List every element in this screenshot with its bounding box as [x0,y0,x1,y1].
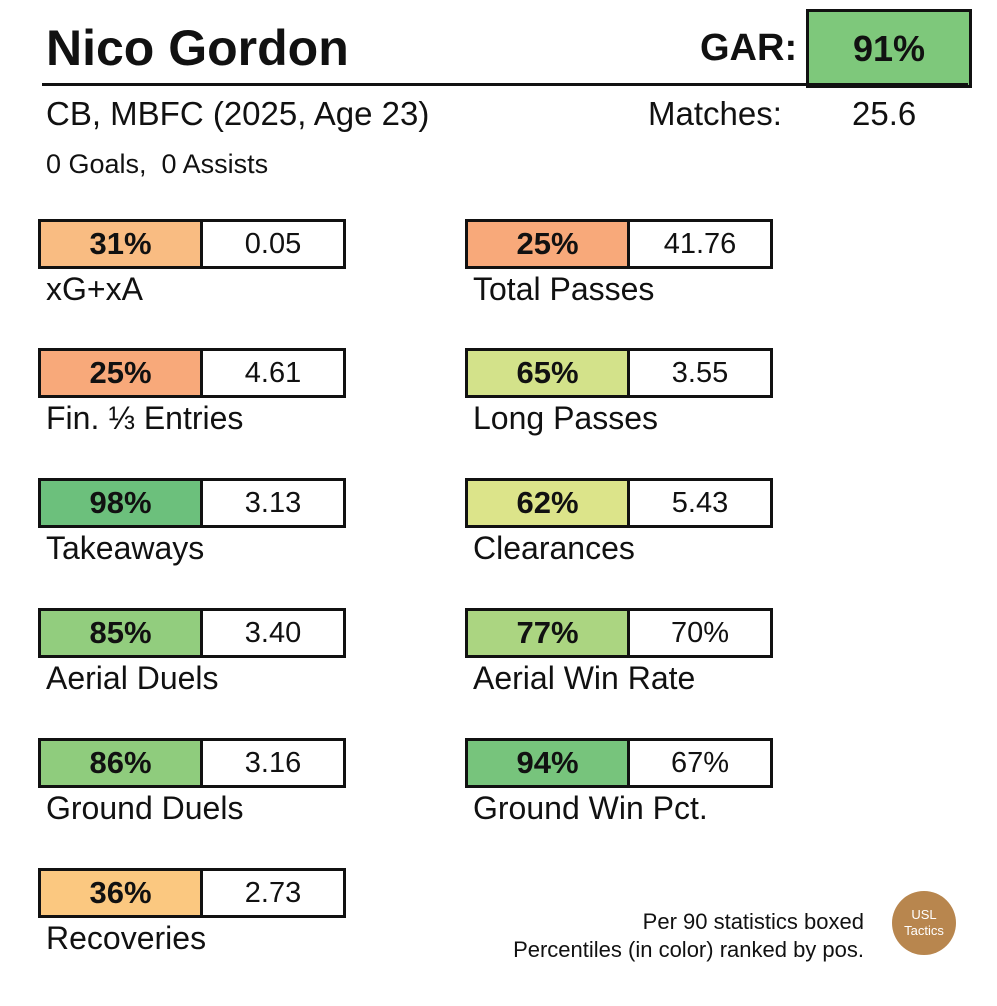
stat-per90-value: 3.55 [630,351,770,395]
footnote-percentiles: Percentiles (in color) ranked by pos. [513,937,864,962]
stat-card: 85% 3.40 Aerial Duels [38,608,378,708]
stat-card: 62% 5.43 Clearances [465,478,805,578]
stat-label: Aerial Duels [46,660,219,696]
stat-percentile: 31% [41,222,203,266]
stat-per90-value: 67% [630,741,770,785]
stat-card: 86% 3.16 Ground Duels [38,738,378,838]
stat-card: 77% 70% Aerial Win Rate [465,608,805,708]
matches-value: 25.6 [852,95,917,132]
stat-card: 31% 0.05 xG+xA [38,219,378,319]
stat-per90-value: 0.05 [203,222,343,266]
stat-per90-value: 3.40 [203,611,343,655]
stat-percentile: 86% [41,741,203,785]
stat-percentile: 62% [468,481,630,525]
stat-box: 86% 3.16 [38,738,346,788]
stat-card: 25% 4.61 Fin. ⅓ Entries [38,348,378,448]
gar-label: GAR: [700,27,798,69]
stat-per90-value: 2.73 [203,871,343,915]
stat-label: Ground Duels [46,790,244,826]
stat-label: Ground Win Pct. [473,790,708,826]
stat-percentile: 77% [468,611,630,655]
stat-per90-value: 3.16 [203,741,343,785]
stat-percentile: 25% [468,222,630,266]
header-divider [42,83,968,86]
stat-card: 36% 2.73 Recoveries [38,868,378,968]
goals-assists: 0 Goals, 0 Assists [46,149,269,179]
stat-per90-value: 70% [630,611,770,655]
stat-per90-value: 3.13 [203,481,343,525]
stat-box: 98% 3.13 [38,478,346,528]
stat-label: Takeaways [46,530,205,566]
stat-box: 85% 3.40 [38,608,346,658]
stat-label: Aerial Win Rate [473,660,696,696]
stat-label: Recoveries [46,920,207,956]
stat-per90-value: 4.61 [203,351,343,395]
stat-label: Clearances [473,530,635,566]
stat-box: 25% 41.76 [465,219,773,269]
stat-percentile: 65% [468,351,630,395]
stat-card: 65% 3.55 Long Passes [465,348,805,448]
player-subtitle: CB, MBFC (2025, Age 23) [46,95,430,132]
stat-card: 94% 67% Ground Win Pct. [465,738,805,838]
stat-box: 62% 5.43 [465,478,773,528]
stat-percentile: 36% [41,871,203,915]
stat-box: 77% 70% [465,608,773,658]
stat-card: 98% 3.13 Takeaways [38,478,378,578]
stat-box: 65% 3.55 [465,348,773,398]
stat-percentile: 85% [41,611,203,655]
stat-label: xG+xA [46,271,143,307]
stat-box: 31% 0.05 [38,219,346,269]
stat-label: Total Passes [473,271,655,307]
logo-text-bottom: Tactics [904,923,944,938]
logo-text-top: USL [911,907,937,922]
player-name: Nico Gordon [46,20,349,76]
stat-box: 94% 67% [465,738,773,788]
stat-per90-value: 5.43 [630,481,770,525]
stat-percentile: 94% [468,741,630,785]
usl-tactics-logo: USL Tactics [892,891,956,955]
stat-percentile: 25% [41,351,203,395]
stat-label: Fin. ⅓ Entries [46,400,244,436]
matches-label: Matches: [648,95,782,132]
stat-label: Long Passes [473,400,659,436]
footnote-per90: Per 90 statistics boxed [642,909,864,934]
stat-card: 25% 41.76 Total Passes [465,219,805,319]
stat-per90-value: 41.76 [630,222,770,266]
stat-box: 25% 4.61 [38,348,346,398]
stat-box: 36% 2.73 [38,868,346,918]
gar-value-box: 91% [806,9,972,88]
stat-percentile: 98% [41,481,203,525]
